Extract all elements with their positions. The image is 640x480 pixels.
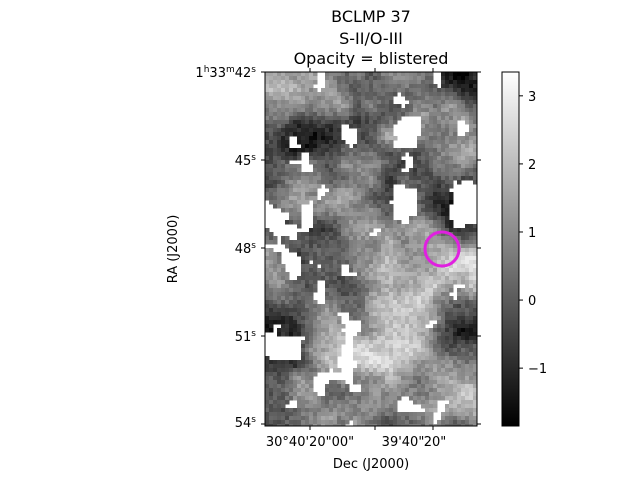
y-axis: [261, 71, 481, 425]
y-tick-label-1: 45s: [235, 153, 257, 169]
x-axis: [309, 68, 434, 430]
y-tick-label-2: 48s: [235, 241, 257, 257]
y-tick-label-0: 1h33m42s: [195, 65, 256, 81]
heatmap-frame: [264, 71, 478, 427]
x-tick-label-0: 30°40'20"00": [266, 435, 354, 450]
colorbar-tick-label: 3: [528, 90, 536, 105]
y-tick-label-3: 51s: [235, 329, 257, 345]
colorbar-frame: [501, 71, 520, 427]
title-line-1: BCLMP 37: [331, 7, 411, 26]
colorbar-gradient: [502, 72, 519, 426]
x-tick-label-2: 20": [424, 435, 447, 450]
x-tick-label-1: 39'40": [382, 435, 425, 450]
title-line-2: S-II/O-III: [339, 29, 403, 48]
y-axis-label: RA (J2000): [166, 215, 181, 284]
region-marker-circle: [423, 230, 461, 268]
colorbar-tick-label: 1: [528, 226, 536, 241]
y-tick-label-4: 54s: [235, 415, 257, 431]
colorbar-tick-label: 2: [528, 158, 536, 173]
title-line-3: Opacity = blistered: [294, 49, 449, 68]
x-axis-label: Dec (J2000): [333, 457, 409, 472]
colorbar: 3 2 1 0 −1: [501, 71, 547, 427]
colorbar-tick-label: 0: [528, 294, 536, 309]
colorbar-tick-label: −1: [528, 362, 547, 377]
heatmap-image: [265, 72, 477, 426]
